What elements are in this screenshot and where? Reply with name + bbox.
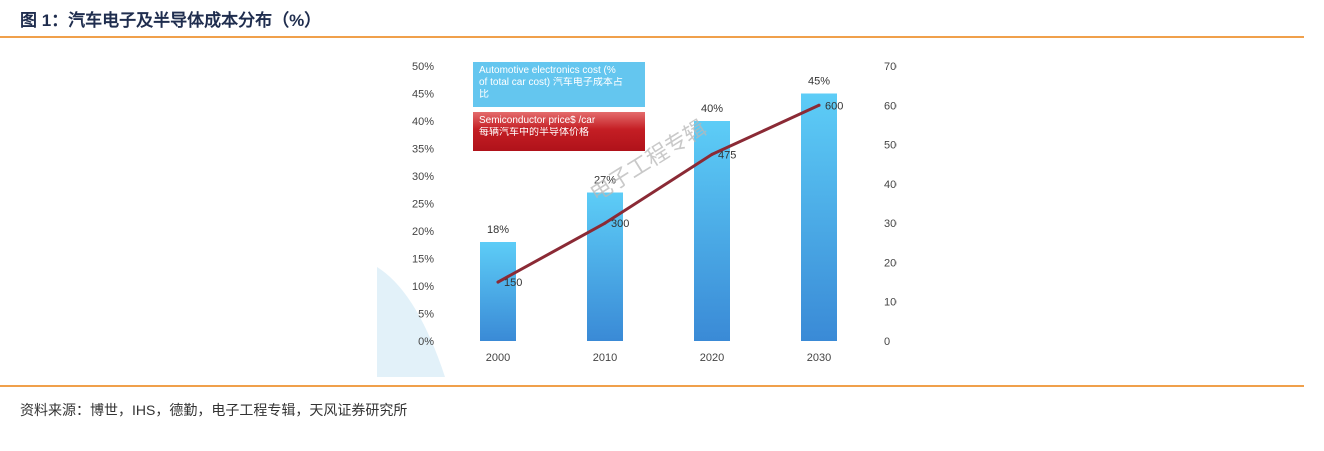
left-tick-6: 30% <box>412 171 434 183</box>
line-point-2020 <box>710 152 714 156</box>
line-point-2010 <box>603 221 607 225</box>
bar-2010 <box>587 192 623 341</box>
legend-automotive-line3: 比 <box>479 89 489 100</box>
left-tick-3: 15% <box>412 254 434 266</box>
right-tick-1: 100 <box>884 297 897 309</box>
left-tick-2: 10% <box>412 281 434 293</box>
source-note: 资料来源：博世，IHS，德勤，电子工程专辑，天风证券研究所 <box>20 402 408 418</box>
left-tick-10: 50% <box>412 61 434 73</box>
right-tick-4: 400 <box>884 179 897 191</box>
right-tick-0: 0 <box>884 336 890 348</box>
line-label-2000: 150 <box>504 277 522 289</box>
line-series-group <box>496 103 821 284</box>
bottom-divider <box>0 385 1304 387</box>
bar-label-2010: 27% <box>594 175 616 187</box>
left-tick-1: 5% <box>418 309 434 321</box>
right-tick-5: 500 <box>884 140 897 152</box>
legend-automotive-line2: of total car cost) 汽车电子成本占 <box>479 77 623 88</box>
left-tick-4: 20% <box>412 226 434 238</box>
left-tick-8: 40% <box>412 116 434 128</box>
x-tick-2000: 2000 <box>486 352 510 364</box>
semiconductor-line <box>496 103 821 284</box>
x-tick-2030: 2030 <box>807 352 831 364</box>
watermark-fan <box>377 267 445 377</box>
x-tick-2020: 2020 <box>700 352 724 364</box>
x-axis-ticks: 2000 2010 2020 2030 <box>486 352 831 364</box>
left-tick-9: 45% <box>412 89 434 101</box>
right-tick-3: 300 <box>884 218 897 230</box>
left-axis-ticks: 0% 5% 10% 15% 20% 25% 30% 35% 40% 45% 50% <box>412 61 434 348</box>
figure-title: 图 1：汽车电子及半导体成本分布（%） <box>20 11 322 30</box>
legend-semiconductor-line2: 每辆汽车中的半导体价格 <box>479 127 589 138</box>
left-tick-0: 0% <box>418 336 434 348</box>
right-tick-7: 700 <box>884 61 897 73</box>
line-point-2000 <box>496 280 500 284</box>
bar-labels-group: 18% 27% 40% 45% <box>487 76 830 237</box>
chart: 18% 27% 40% 45% 0% 5% 10% 15% 20% 25% 30% 35% 40% 45… <box>377 61 897 377</box>
right-axis-ticks: 0 100 200 300 400 500 600 700 <box>884 61 897 348</box>
right-tick-2: 200 <box>884 257 897 269</box>
bars-group <box>480 93 837 341</box>
bar-label-2030: 45% <box>808 76 830 88</box>
line-labels-group: 150 300 475 600 <box>504 100 843 289</box>
legend-semiconductor: Semiconductor price$ /car 每辆汽车中的半导体价格 <box>473 112 645 151</box>
right-tick-6: 600 <box>884 100 897 112</box>
left-tick-7: 35% <box>412 144 434 156</box>
bar-label-2000: 18% <box>487 224 509 236</box>
line-point-2030 <box>817 103 821 107</box>
bar-2030 <box>801 93 837 341</box>
bar-2020 <box>694 121 730 341</box>
legend-automotive: Automotive electronics cost (% of total … <box>473 62 645 107</box>
bar-label-2020: 40% <box>701 103 723 115</box>
top-divider <box>0 36 1304 38</box>
line-label-2020: 475 <box>718 149 736 161</box>
line-label-2030: 600 <box>825 100 843 112</box>
x-tick-2010: 2010 <box>593 352 617 364</box>
bar-2000 <box>480 242 516 341</box>
line-label-2010: 300 <box>611 218 629 230</box>
left-tick-5: 25% <box>412 199 434 211</box>
legend-automotive-line1: Automotive electronics cost (% <box>479 65 616 76</box>
legend-semiconductor-line1: Semiconductor price$ /car <box>479 115 596 126</box>
